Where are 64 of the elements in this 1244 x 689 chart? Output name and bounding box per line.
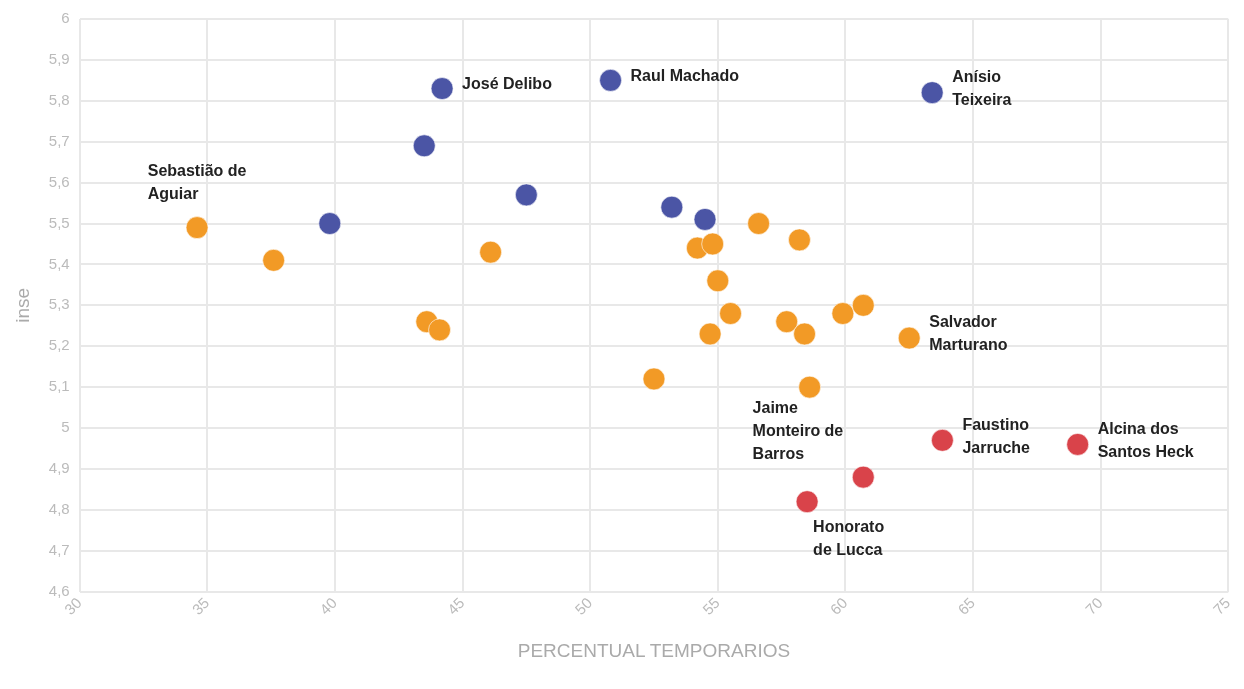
y-tick-label: 5,1	[48, 377, 70, 395]
y-tick-label: 4,6	[48, 581, 70, 599]
y-tick-label: 6	[61, 9, 70, 27]
y-tick-label: 5,5	[48, 213, 70, 231]
point	[642, 367, 666, 391]
annotation: Sebastião de Aguiar	[147, 162, 247, 203]
point	[930, 428, 954, 452]
point	[706, 269, 730, 293]
x-tick-label: 70	[1081, 594, 1106, 618]
x-tick-label: 40	[316, 594, 340, 618]
y-tick-label: 5,4	[48, 254, 70, 272]
point	[851, 293, 875, 317]
x-tick-label: 55	[699, 594, 723, 618]
annotation: Salvador Marturano	[929, 313, 1008, 354]
y-tick-label: 5,2	[48, 336, 70, 354]
x-tick-label: 50	[571, 594, 596, 618]
annotation: Raul Machado	[630, 67, 740, 85]
point	[831, 302, 855, 326]
x-tick-label: 75	[1209, 594, 1234, 618]
point	[795, 490, 819, 514]
point	[775, 310, 799, 334]
y-tick-label: 5,8	[48, 90, 70, 108]
annotation: Jaime Monteiro de Barros	[752, 398, 844, 462]
point	[701, 232, 725, 256]
point	[920, 81, 944, 105]
point	[787, 228, 811, 252]
y-tick-label: 5,9	[48, 50, 70, 68]
x-tick-label: 60	[826, 594, 851, 618]
point	[1066, 432, 1090, 456]
point	[185, 216, 209, 240]
point	[798, 375, 822, 399]
y-axis-title: inse	[11, 287, 33, 323]
annotation: Anísio Teixeira	[952, 68, 1012, 109]
point	[851, 465, 875, 489]
point	[428, 318, 452, 342]
point	[747, 212, 771, 236]
x-tick-label: 65	[954, 594, 979, 618]
point	[599, 68, 623, 92]
x-tick-label: 45	[443, 594, 468, 618]
point	[262, 248, 286, 272]
y-tick-label: 4,8	[48, 500, 70, 517]
point	[514, 183, 538, 207]
x-axis-title: PERCENTUAL TEMPORARIOS	[517, 639, 791, 661]
y-tick-label: 4,7	[48, 540, 70, 558]
point	[479, 240, 503, 264]
y-tick-label: 5,6	[48, 172, 70, 190]
point	[719, 302, 743, 326]
point	[430, 77, 454, 101]
annotation: Faustino Jarruche	[962, 415, 1031, 456]
annotation: Honorato de Lucca	[813, 518, 885, 559]
point	[660, 195, 684, 219]
point	[693, 207, 717, 231]
x-tick-label: 35	[188, 594, 213, 618]
y-tick-label: 5	[61, 418, 70, 436]
y-tick-label: 4,9	[48, 459, 70, 477]
point	[412, 134, 436, 158]
point	[897, 326, 921, 350]
point	[793, 322, 817, 346]
annotation: Alcina dos Santos Heck	[1097, 419, 1194, 460]
point	[318, 212, 342, 236]
y-tick-label: 5,3	[48, 295, 70, 313]
annotation: José Delibo	[462, 75, 553, 93]
y-tick-label: 5,7	[48, 131, 70, 149]
point	[698, 322, 722, 346]
